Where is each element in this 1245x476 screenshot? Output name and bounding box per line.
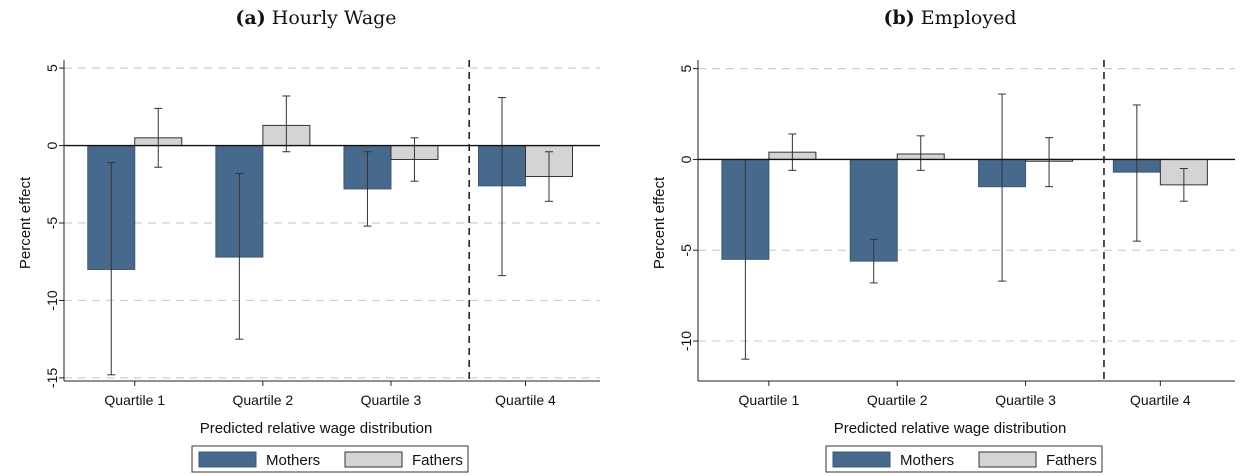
y-tick-label: 0 bbox=[44, 141, 60, 149]
y-tick-label: -10 bbox=[44, 290, 60, 310]
y-tick-label: -10 bbox=[678, 331, 694, 351]
legend-label-fathers: Fathers bbox=[1046, 452, 1097, 469]
x-tick-label: Quartile 3 bbox=[361, 392, 422, 408]
legend: Mothers Fathers bbox=[825, 445, 1103, 473]
legend-swatch-mothers bbox=[198, 451, 257, 468]
legend-label-mothers: Mothers bbox=[900, 452, 954, 469]
y-tick-label: 5 bbox=[44, 64, 60, 72]
y-tick-label: -5 bbox=[44, 217, 60, 230]
legend-swatch-fathers bbox=[978, 451, 1037, 468]
x-axis-title: Predicted relative wage distribution bbox=[834, 420, 1067, 437]
y-axis-title: Percent effect bbox=[17, 176, 34, 269]
x-tick-label: Quartile 3 bbox=[995, 392, 1056, 408]
panel-title: (b) Employed bbox=[883, 7, 1016, 29]
panel-title: (a) Hourly Wage bbox=[235, 7, 396, 29]
panel-label: (b) bbox=[883, 7, 914, 29]
y-axis-title: Percent effect bbox=[651, 176, 668, 269]
y-tick-label: 0 bbox=[678, 155, 694, 163]
legend-swatch-mothers bbox=[832, 451, 891, 468]
x-tick-label: Quartile 2 bbox=[867, 392, 928, 408]
chart-panel-a: (a) Hourly Wage 5 0 -5 -10 -15 Percent effect Q… bbox=[17, 7, 600, 473]
y-tick-label: -15 bbox=[44, 368, 60, 388]
y-tick-label: -5 bbox=[678, 244, 694, 257]
x-tick-label: Quartile 1 bbox=[739, 392, 800, 408]
legend: Mothers Fathers bbox=[191, 445, 469, 473]
y-tick-label: 5 bbox=[678, 65, 694, 73]
panel-label: (a) bbox=[235, 7, 265, 29]
x-tick-label: Quartile 4 bbox=[1130, 392, 1191, 408]
legend-label-fathers: Fathers bbox=[412, 452, 463, 469]
legend-swatch-fathers bbox=[344, 451, 403, 468]
x-tick-label: Quartile 4 bbox=[495, 392, 556, 408]
legend-label-mothers: Mothers bbox=[266, 452, 320, 469]
chart-panel-b: (b) Employed 5 0 -5 -10 Percent effect Quartil… bbox=[651, 7, 1235, 473]
x-tick-label: Quartile 1 bbox=[104, 392, 165, 408]
panel-title-text: Hourly Wage bbox=[266, 7, 397, 29]
x-tick-label: Quartile 2 bbox=[233, 392, 294, 408]
panel-title-text: Employed bbox=[915, 7, 1017, 29]
x-axis-title: Predicted relative wage distribution bbox=[200, 420, 433, 437]
